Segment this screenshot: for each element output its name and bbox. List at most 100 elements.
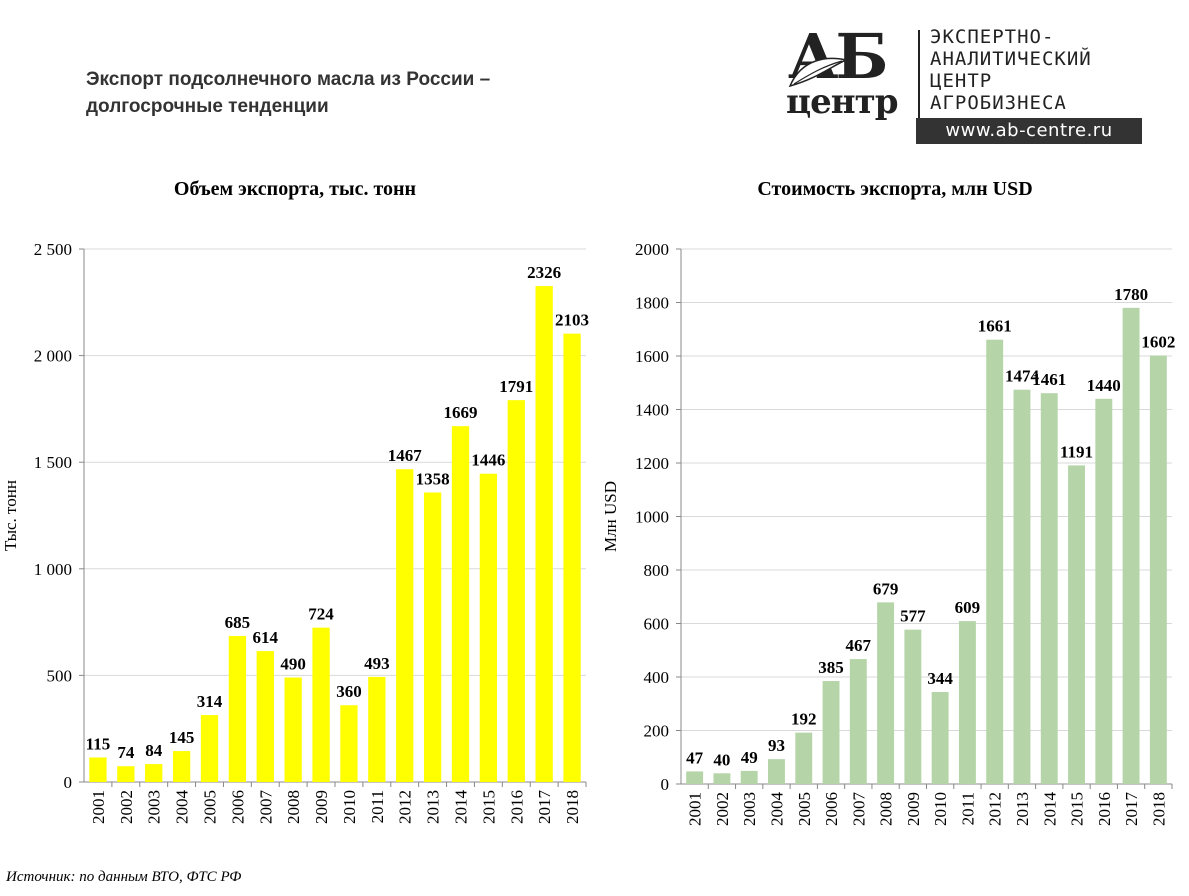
value-data-label: 679	[873, 579, 899, 598]
value-data-label: 609	[955, 598, 981, 617]
volume-ytick-label: 1 500	[34, 453, 72, 472]
volume-data-label: 724	[308, 605, 334, 624]
page-title-line-2: долгосрочные тенденции	[86, 96, 329, 117]
volume-bar	[89, 757, 107, 782]
volume-bar	[145, 764, 163, 782]
value-bar	[1149, 355, 1167, 784]
volume-bar	[535, 286, 553, 782]
value-data-label: 192	[791, 710, 817, 729]
value-category-label: 2015	[1068, 792, 1087, 826]
value-data-label: 93	[768, 736, 785, 755]
value-ytick-label: 200	[644, 722, 670, 741]
value-data-label: 47	[686, 748, 704, 767]
volume-bar	[451, 426, 470, 782]
value-data-label: 1440	[1087, 376, 1121, 395]
volume-bar	[228, 635, 247, 782]
value-data-label: 577	[900, 607, 926, 626]
volume-bar	[507, 400, 525, 782]
chart-title-volume: Объем экспорта, тыс. тонн	[173, 178, 417, 200]
volume-data-label: 84	[145, 741, 163, 760]
value-bar	[713, 773, 731, 784]
volume-data-label: 145	[169, 728, 195, 747]
value-category-label: 2016	[1095, 792, 1114, 826]
value-category-label: 2012	[986, 792, 1005, 826]
value-ytick-label: 1400	[635, 401, 669, 420]
volume-category-label: 2005	[201, 790, 220, 824]
value-category-label: 2014	[1040, 792, 1059, 827]
value-category-label: 2003	[740, 792, 759, 826]
logo-mark: АБ центр	[782, 20, 914, 126]
volume-category-label: 2010	[340, 790, 359, 824]
value-category-label: 2013	[1013, 792, 1032, 826]
volume-bar	[340, 705, 358, 782]
value-bar	[904, 629, 922, 784]
value-bar	[958, 621, 976, 784]
value-data-label: 49	[741, 748, 758, 767]
value-ytick-label: 2000	[635, 240, 669, 259]
value-category-label: 2006	[822, 792, 841, 826]
volume-data-label: 2103	[555, 311, 589, 330]
value-data-label: 344	[927, 669, 953, 688]
value-ytick-label: 0	[661, 775, 670, 794]
value-bar	[1122, 307, 1140, 784]
value-bar	[795, 732, 813, 784]
value-category-label: 2010	[931, 792, 950, 826]
value-data-label: 40	[713, 750, 730, 769]
logo-center-text: центр	[786, 82, 898, 122]
logo-org-name: ЭКСПЕРТНО- АНАЛИТИЧЕСКИЙ ЦЕНТР АГРОБИЗНЕ…	[930, 26, 1092, 114]
leaf-icon	[788, 57, 848, 88]
volume-bar	[284, 677, 302, 782]
page-title: Экспорт подсолнечного масла из России – …	[86, 66, 646, 120]
logo-line-1: ЭКСПЕРТНО-	[930, 26, 1055, 48]
value-ytick-label: 800	[644, 561, 670, 580]
value-data-label: 1461	[1032, 370, 1066, 389]
volume-data-label: 360	[336, 682, 362, 701]
value-category-label: 2018	[1149, 792, 1168, 826]
volume-data-label: 1669	[444, 403, 478, 422]
volume-bar	[172, 751, 191, 782]
value-category-label: 2001	[686, 792, 705, 826]
volume-data-label: 614	[253, 628, 279, 647]
volume-bar	[312, 627, 330, 782]
value-category-label: 2011	[958, 792, 977, 825]
volume-category-label: 2006	[228, 790, 247, 824]
volume-y-axis-label: Тыс. тонн	[1, 480, 20, 551]
volume-ytick-label: 500	[47, 666, 73, 685]
volume-category-label: 2012	[396, 790, 415, 824]
value-bar	[740, 770, 758, 784]
value-ytick-label: 400	[644, 668, 670, 687]
source-note: Источник: по данным ВТО, ФТС РФ	[6, 869, 242, 885]
value-ytick-label: 1600	[635, 347, 669, 366]
value-bar	[1068, 465, 1085, 784]
value-bar	[1095, 398, 1113, 784]
volume-category-label: 2018	[563, 790, 582, 824]
volume-category-label: 2011	[368, 790, 387, 823]
volume-category-label: 2008	[284, 790, 303, 824]
value-bar	[931, 691, 949, 784]
value-bar	[849, 659, 867, 784]
value-ytick-label: 1200	[635, 454, 669, 473]
volume-ytick-label: 2 000	[34, 347, 72, 366]
value-bar	[986, 339, 1004, 784]
value-bar	[686, 771, 704, 784]
volume-data-label: 685	[225, 613, 251, 632]
value-category-label: 2007	[849, 792, 868, 827]
volume-bar-chart: 0 500 1 000 1 500 2 000 2 500 Тыс. тонн 115 2001…	[1, 240, 589, 825]
logo-divider	[918, 30, 920, 142]
volume-data-label: 314	[197, 692, 223, 711]
volume-data-label: 1467	[388, 446, 423, 465]
volume-category-label: 2003	[145, 790, 164, 824]
value-bar-chart: 0 200 400 600 800 1000 1200 1400 1600 1800 2000 Млн…	[601, 240, 1175, 827]
volume-bar	[368, 676, 386, 782]
volume-data-label: 1358	[416, 469, 450, 488]
volume-category-label: 2015	[479, 790, 498, 824]
volume-category-label: 2017	[535, 790, 554, 825]
volume-bar	[423, 492, 442, 782]
value-category-label: 2008	[877, 792, 896, 826]
value-bar	[1040, 393, 1058, 784]
volume-data-label: 490	[280, 655, 306, 674]
value-category-label: 2005	[795, 792, 814, 826]
volume-data-label: 493	[364, 654, 390, 673]
logo-url[interactable]: www.ab-centre.ru	[916, 118, 1142, 144]
value-bar	[768, 759, 785, 784]
